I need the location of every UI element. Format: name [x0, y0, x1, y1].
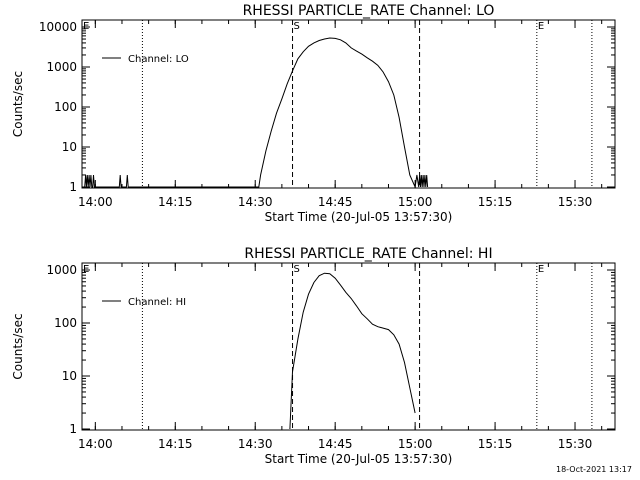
panel1-marker-label: E: [538, 21, 544, 32]
panel1-x-tick-label: 14:00: [78, 195, 113, 209]
panel1-x-tick-label: 15:15: [478, 195, 513, 209]
panel2-y-tick-label: 100: [54, 316, 77, 330]
panel2-x-tick-label: 14:15: [158, 437, 193, 451]
panel1-marker-label: S: [294, 21, 300, 32]
panel1-legend-label: Channel: LO: [128, 54, 189, 65]
panel2-x-axis-label: Start Time (20-Jul-05 13:57:30): [265, 452, 453, 466]
panel2-marker-label: E: [83, 264, 89, 275]
panel1-x-tick-label: 15:30: [558, 195, 593, 209]
timestamp: 18-Oct-2021 13:17: [556, 465, 632, 474]
panel1-x-axis-label: Start Time (20-Jul-05 13:57:30): [265, 210, 453, 224]
panel2-title: RHESSI PARTICLE_RATE Channel: HI: [244, 246, 492, 262]
panel2-plot-frame: [81, 262, 616, 431]
panel2-x-tick-label: 14:45: [318, 437, 353, 451]
panel2-x-tick-label: 15:00: [398, 437, 433, 451]
panel2-x-tick-label: 14:00: [78, 437, 113, 451]
panel2-x-tick-label: 14:30: [238, 437, 273, 451]
panel1-y-tick-label: 1: [69, 180, 77, 194]
panel1-x-tick-label: 14:15: [158, 195, 193, 209]
panel1-x-tick-label: 14:30: [238, 195, 273, 209]
panel1-y-tick-label: 1000: [46, 60, 77, 74]
panel2-x-tick-label: 15:15: [478, 437, 513, 451]
panel1-x-tick-label: 15:00: [398, 195, 433, 209]
panel2-y-axis-label: Counts/sec: [11, 313, 25, 379]
panel1-series-line: [82, 37, 429, 189]
panel2-marker-label: E: [538, 264, 544, 275]
panel2-y-tick-label: 1: [69, 422, 77, 436]
panel2-legend-label: Channel: HI: [128, 297, 186, 308]
panel1-title: RHESSI PARTICLE_RATE Channel: LO: [243, 3, 495, 19]
panel2-series-line: [289, 272, 416, 430]
panel1-marker-label: E: [83, 21, 89, 32]
panel1-y-tick-label: 10000: [39, 20, 77, 34]
panel2-x-tick-label: 15:30: [558, 437, 593, 451]
panel1-x-tick-label: 14:45: [318, 195, 353, 209]
panel1-y-tick-label: 10: [62, 140, 77, 154]
panel2-marker-label: S: [294, 264, 300, 275]
panel2-y-tick-label: 1000: [46, 263, 77, 277]
panel1-y-tick-label: 100: [54, 100, 77, 114]
panel2-y-tick-label: 10: [62, 369, 77, 383]
panel1-y-axis-label: Counts/sec: [11, 71, 25, 137]
